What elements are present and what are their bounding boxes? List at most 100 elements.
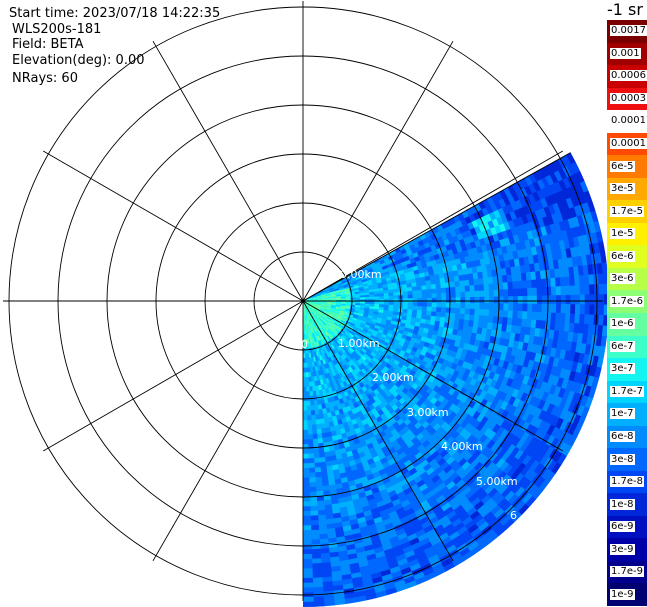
range-gate-cell: [306, 415, 312, 421]
range-gate-cell: [305, 386, 310, 393]
range-gate-cell: [425, 284, 432, 291]
range-gate-cell: [310, 539, 321, 546]
range-gate-cell: [565, 304, 572, 315]
range-gate-cell: [426, 306, 433, 312]
range-gate-cell: [484, 303, 490, 311]
range-gate-cell: [465, 302, 471, 310]
colorbar-tick-label: 1.7e-5: [610, 205, 645, 217]
range-gate-cell: [312, 596, 325, 603]
range-gate-cell: [459, 313, 466, 321]
colorbar-tick-label: 3e-6: [610, 273, 635, 285]
range-gate-cell: [417, 306, 423, 312]
range-gate-cell: [310, 524, 320, 531]
range-gate-cell: [469, 290, 476, 298]
range-gate-cell: [431, 302, 438, 308]
range-gate-cell: [313, 601, 325, 607]
range-gate-cell: [309, 510, 319, 517]
range-gate-cell: [474, 290, 481, 298]
range-gate-cell: [307, 443, 314, 450]
range-gate-cell: [311, 558, 322, 565]
range-gate-cell: [431, 297, 438, 304]
range-gate-cell: [569, 313, 576, 324]
range-gate-cell: [560, 294, 567, 305]
range-gate-cell: [303, 415, 308, 421]
colorbar-tick-label: 1.7e-7: [610, 385, 645, 397]
range-gate-cell: [311, 553, 322, 560]
range-gate-cell: [393, 295, 399, 300]
range-gate-cell: [310, 419, 317, 426]
range-gate-cell: [468, 279, 475, 287]
range-gate-cell: [422, 297, 428, 303]
range-gate-cell: [535, 278, 543, 289]
range-gate-cell: [579, 304, 586, 315]
azimuth-spoke: [42, 150, 304, 302]
range-gate-cell: [333, 598, 346, 606]
range-gate-cell: [498, 303, 505, 311]
range-gate-cell: [522, 303, 529, 313]
range-gate-cell: [464, 308, 471, 316]
range-gate-cell: [474, 296, 481, 304]
range-gate-cell: [479, 290, 485, 298]
range-gate-cell: [488, 283, 495, 291]
range-gate-cell: [317, 509, 326, 516]
range-gate-cell: [450, 297, 457, 304]
range-gate-cell: [303, 601, 314, 607]
range-gate-cell: [307, 434, 313, 440]
range-gate-cell: [310, 534, 320, 541]
range-gate-cell: [488, 309, 495, 318]
range-gate-cell: [303, 520, 312, 527]
range-gate-cell: [308, 472, 316, 479]
range-gate-cell: [303, 501, 311, 507]
colorbar-tick-label: 6e-6: [610, 250, 635, 262]
range-gate-cell: [431, 293, 438, 299]
range-gate-cell: [303, 563, 313, 570]
range-gate-cell: [469, 308, 476, 316]
range-gate-cell: [303, 515, 311, 522]
colorbar-tick-label: 1e-5: [610, 228, 635, 240]
range-gate-cell: [313, 452, 320, 459]
range-gate-cell: [303, 534, 312, 541]
range-gate-cell: [318, 452, 326, 459]
range-gate-cell: [498, 289, 505, 298]
range-gate-cell: [559, 312, 567, 323]
colorbar-tick-label: 0.0003: [610, 92, 647, 104]
range-gate-cell: [483, 283, 490, 292]
range-gate-cell: [426, 302, 433, 308]
range-gate-cell: [478, 284, 485, 292]
range-gate-cell: [310, 515, 319, 522]
range-label-inner: 0.00km: [340, 268, 382, 281]
range-gate-cell: [507, 288, 514, 297]
range-gate-cell: [493, 303, 500, 311]
range-gate-cell: [555, 303, 562, 314]
range-gate-cell: [303, 429, 308, 436]
range-gate-cell: [402, 301, 409, 307]
range-gate-cell: [527, 295, 533, 305]
range-gate-cell: [303, 487, 310, 493]
range-gate-cell: [598, 304, 605, 316]
colorbar-unit-label: -1 sr: [607, 0, 643, 19]
range-gate-cell: [446, 297, 452, 304]
range-gate-cell: [479, 296, 486, 304]
range-gate-cell: [469, 296, 476, 304]
range-gate-cell: [551, 295, 557, 305]
range-gate-cell: [479, 302, 486, 311]
range-gate-cell: [303, 491, 311, 498]
range-gate-cell: [449, 312, 456, 320]
colorbar-tick-label: 0.001: [610, 47, 641, 59]
range-gate-cell: [369, 296, 376, 300]
colorbar-tick-label: 3e-9: [610, 543, 635, 555]
range-gate-cell: [311, 429, 318, 435]
range-gate-cell: [436, 297, 442, 304]
colorbar-tick-label: 0.0001: [610, 137, 647, 149]
range-gate-cell: [303, 467, 310, 474]
range-gate-cell: [570, 294, 576, 305]
range-gate-cell: [303, 553, 313, 560]
range-gate-cell: [309, 505, 318, 512]
range-gate-cell: [308, 481, 317, 488]
range-gate-cell: [309, 491, 317, 498]
range-gate-cell: [307, 448, 314, 455]
range-gate-cell: [308, 462, 315, 469]
range-gate-cell: [493, 296, 500, 304]
range-gate-cell: [560, 304, 567, 314]
